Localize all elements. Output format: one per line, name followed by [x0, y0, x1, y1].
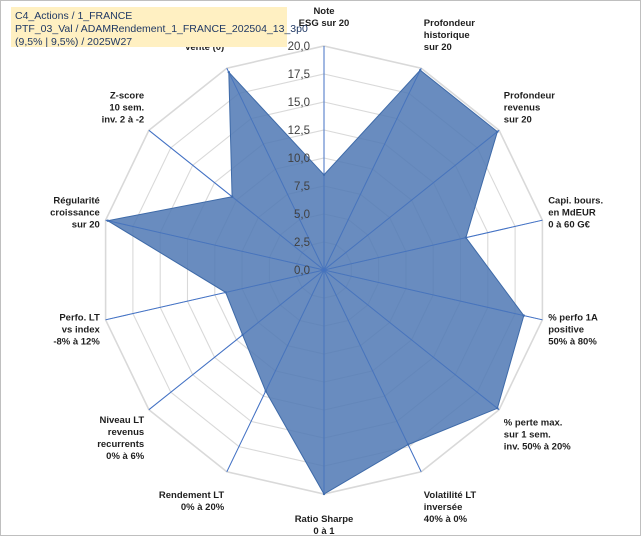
axis-label-line: sur 20	[504, 115, 532, 126]
axis-label-line: sur 1 sem.	[504, 429, 551, 440]
tick-label: 10,0	[288, 153, 310, 165]
axis-spoke-overlay	[105, 219, 325, 271]
axis-label-line: Vente (0)	[185, 42, 225, 53]
axis-label-line: % perte max.	[504, 417, 563, 428]
axis-label-line: vs index	[62, 324, 101, 335]
axis-label-line: 50% à 80%	[548, 336, 597, 347]
axis-label: Volatilité LT inversée 40% à 0%	[424, 490, 477, 525]
axis-label: Régularité croissance sur 20	[50, 196, 100, 231]
axis-label-line: 10 sem.	[109, 103, 144, 114]
axis-label: % perte max. sur 1 sem. inv. 50% à 20%	[504, 417, 571, 452]
axis-label-line: revenus	[504, 103, 540, 114]
axis-spoke-overlay	[226, 68, 325, 271]
axis-label-line: historique	[424, 30, 470, 41]
axis-label: Perfo. LT vs index -8% à 12%	[53, 312, 100, 347]
axis-label-line: Rendement LT	[159, 490, 224, 501]
axis-label-line: Perfo. LT	[59, 312, 100, 323]
tick-label: 17,5	[288, 69, 310, 81]
axis-label-line: sur 20	[72, 220, 100, 231]
axis-spoke-overlay	[148, 129, 325, 271]
tick-label: 7,5	[294, 181, 310, 193]
axis-label-line: Profondeur	[424, 18, 475, 29]
axis-spoke-overlay	[105, 269, 325, 321]
tick-label: 12,5	[288, 125, 310, 137]
tick-label: 15,0	[288, 97, 310, 109]
axis-label-line: 0 à 60 G€	[548, 220, 590, 231]
title-line-3: (9,5% | 9,5%) / 2025W27	[15, 36, 133, 48]
title-line-1: C4_Actions / 1_FRANCE	[15, 10, 133, 22]
axis-label-line: positive	[548, 324, 584, 335]
axis-label-line: Niveau LT	[99, 415, 144, 426]
axis-label-line: ESG sur 20	[299, 18, 350, 29]
axis-spoke-overlay	[323, 219, 543, 271]
axis-spoke-overlay	[323, 269, 543, 321]
axis-label: Capi. bours. en MdEUR 0 à 60 G€	[548, 196, 603, 231]
axis-label: % perfo 1A positive 50% à 80%	[548, 312, 598, 347]
tick-label: 20,0	[288, 41, 310, 53]
axis-label: Z-score 10 sem. inv. 2 à -2	[102, 91, 145, 126]
title-line-2: PTF_03_Val / ADAMRendement_1_FRANCE_2025…	[15, 23, 308, 35]
axis-label-line: Ratio Sharpe	[295, 514, 354, 525]
tick-label: 2,5	[294, 237, 310, 249]
axis-label: Profondeur historique sur 20	[424, 18, 475, 53]
axis-spoke-overlay	[323, 129, 500, 271]
axis-label-line: Note	[313, 6, 334, 17]
axis-spoke-overlay	[323, 269, 500, 411]
radar-tick-labels: 0,0 2,5 5,0 7,5 10,0 12,5 15,0 17,5 20,0	[288, 41, 310, 277]
axis-spoke-overlay	[323, 68, 422, 271]
axis-label-line: inv. 50% à 20%	[504, 441, 571, 452]
axis-label-line: 0 à 1	[313, 526, 335, 535]
axis-label-line: -8% à 12%	[53, 336, 100, 347]
axis-label: Note ESG sur 20	[299, 6, 350, 29]
axis-label-line: inversée	[424, 502, 463, 513]
axis-label: Ratio Sharpe 0 à 1	[295, 514, 354, 535]
axis-label-line: sur 20	[424, 42, 452, 53]
axis-label-line: croissance	[50, 208, 100, 219]
axis-label-line: 0% à 20%	[181, 502, 225, 513]
axis-label-line: Capi. bours.	[548, 196, 603, 207]
axis-label-line: 40% à 0%	[424, 514, 468, 525]
axis-label: Profondeur revenus sur 20	[504, 91, 555, 126]
axis-label-line: en MdEUR	[548, 208, 596, 219]
series-polygon	[106, 69, 525, 495]
radar-series	[105, 46, 543, 496]
axis-spoke-overlay	[148, 269, 325, 411]
tick-label: 5,0	[294, 209, 310, 221]
axis-label-line: Z-score	[110, 91, 144, 102]
axis-label: Rendement LT 0% à 20%	[159, 490, 225, 513]
axis-label-line: Régularité	[53, 196, 99, 207]
axis-label-line: Profondeur	[504, 91, 555, 102]
axis-label-line: revenus	[108, 427, 144, 438]
tick-label: 0,0	[294, 265, 310, 277]
axis-label-line: recurrents	[97, 439, 144, 450]
chart-title-box: C4_Actions / 1_FRANCE PTF_03_Val / ADAMR…	[11, 7, 308, 48]
axis-label-line: inv. 2 à -2	[102, 115, 145, 126]
axis-label: Niveau LT revenus recurrents 0% à 6%	[97, 415, 145, 462]
axis-label-line: % perfo 1A	[548, 312, 598, 323]
axis-label-line: 0% à 6%	[106, 451, 145, 462]
axis-label-line: Volatilité LT	[424, 490, 477, 501]
axis-spoke-overlay	[226, 269, 325, 472]
axis-spoke-overlay	[323, 269, 422, 472]
